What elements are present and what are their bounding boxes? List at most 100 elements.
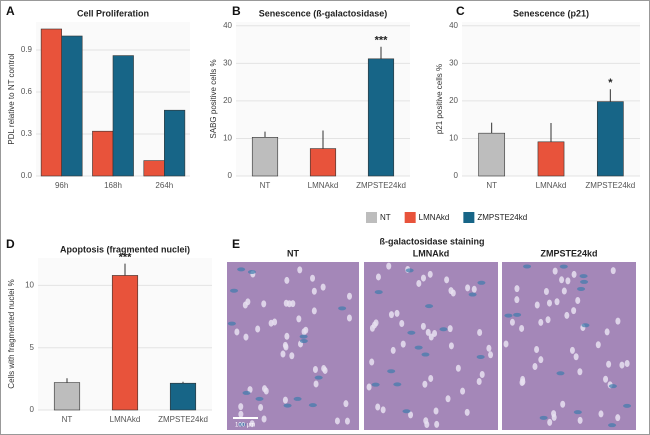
x-tick-label: LMNAkd	[536, 181, 567, 190]
stain	[238, 422, 247, 427]
bar	[164, 109, 186, 177]
image-title: ß-galactosidase staining	[379, 236, 484, 246]
stain	[581, 323, 590, 328]
legend-label: LMNAkd	[419, 213, 450, 222]
nucleus	[346, 314, 352, 322]
nucleus	[334, 417, 340, 425]
nucleus	[606, 360, 612, 368]
stain	[556, 371, 565, 376]
bar	[478, 132, 506, 177]
stain	[623, 403, 632, 408]
nucleus	[569, 346, 575, 354]
nucleus	[311, 287, 317, 295]
stain	[247, 269, 256, 274]
panel-letter: A	[6, 4, 15, 18]
nucleus	[424, 420, 430, 428]
nucleus	[286, 300, 292, 308]
nucleus	[428, 333, 434, 341]
stain	[227, 321, 236, 326]
stain	[425, 304, 434, 309]
nucleus	[422, 380, 428, 388]
y-axis-label: SABG positive cells %	[209, 59, 218, 138]
bar	[143, 160, 165, 177]
nucleus	[546, 299, 552, 307]
y-tick-label: 5	[30, 343, 35, 352]
chart-title: Apoptosis (fragmented nuclei)	[60, 244, 190, 254]
nucleus	[575, 296, 581, 304]
bar	[169, 382, 197, 411]
nucleus	[261, 415, 267, 423]
stain	[387, 369, 396, 374]
x-tick-label: 96h	[55, 181, 68, 190]
nucleus	[347, 292, 353, 300]
nucleus	[369, 358, 375, 366]
x-tick-label: LMNAkd	[308, 181, 339, 190]
significance: ***	[119, 252, 133, 264]
nucleus	[486, 344, 492, 352]
nucleus	[577, 416, 583, 424]
y-tick-label: 30	[449, 58, 458, 67]
y-tick-label: 10	[25, 281, 34, 290]
stain	[283, 403, 292, 408]
nucleus	[615, 317, 621, 325]
nucleus	[238, 403, 244, 411]
nucleus	[603, 375, 609, 383]
nucleus	[280, 350, 286, 358]
stain	[579, 274, 588, 279]
y-axis-label: Cells with fragmented nuclei %	[7, 279, 16, 388]
y-tick-label: 0.3	[21, 129, 33, 138]
nucleus	[464, 408, 470, 416]
nucleus	[400, 340, 406, 348]
nucleus	[434, 420, 440, 428]
nucleus	[420, 274, 426, 282]
nucleus	[471, 285, 477, 293]
nucleus	[433, 407, 439, 415]
nucleus	[503, 340, 509, 348]
nucleus	[477, 329, 483, 337]
nucleus	[534, 346, 540, 354]
nucleus	[249, 420, 255, 428]
significance: ***	[375, 35, 389, 47]
stain	[439, 327, 448, 332]
nucleus	[543, 287, 549, 295]
stain	[580, 279, 589, 284]
nucleus	[571, 307, 577, 315]
nucleus	[545, 316, 551, 324]
bar	[596, 101, 624, 177]
nucleus	[564, 311, 570, 319]
y-tick-label: 0.0	[21, 171, 33, 180]
stain	[293, 396, 302, 401]
x-tick-label: ZMPSTE24kd	[158, 415, 208, 424]
x-tick-label: NT	[62, 415, 73, 424]
nucleus	[561, 287, 567, 295]
nucleus	[598, 410, 604, 418]
y-axis-label: p21 positive cells %	[435, 64, 444, 134]
nucleus	[532, 362, 538, 370]
nucleus	[538, 318, 544, 326]
x-tick-label: NT	[260, 181, 271, 190]
bar	[537, 141, 565, 177]
stain	[405, 268, 414, 273]
nucleus	[284, 332, 290, 340]
y-tick-label: 40	[449, 21, 458, 30]
legend-label: NT	[380, 213, 391, 222]
bar	[309, 148, 337, 177]
nucleus	[375, 273, 381, 281]
y-tick-label: 20	[449, 96, 458, 105]
nucleus	[624, 359, 630, 367]
stain	[242, 390, 251, 395]
nucleus	[573, 353, 579, 361]
nucleus	[519, 324, 525, 332]
nucleus	[565, 277, 571, 285]
stain	[338, 306, 347, 311]
nucleus	[427, 270, 433, 278]
stain	[255, 396, 264, 401]
nucleus	[465, 284, 471, 292]
legend-swatch	[366, 212, 377, 223]
chart-title: Senescence (ß-galactosidase)	[259, 8, 388, 18]
nucleus	[320, 283, 326, 291]
y-tick-label: 0	[228, 171, 233, 180]
panel-letter: D	[6, 237, 15, 251]
bar	[61, 35, 83, 177]
